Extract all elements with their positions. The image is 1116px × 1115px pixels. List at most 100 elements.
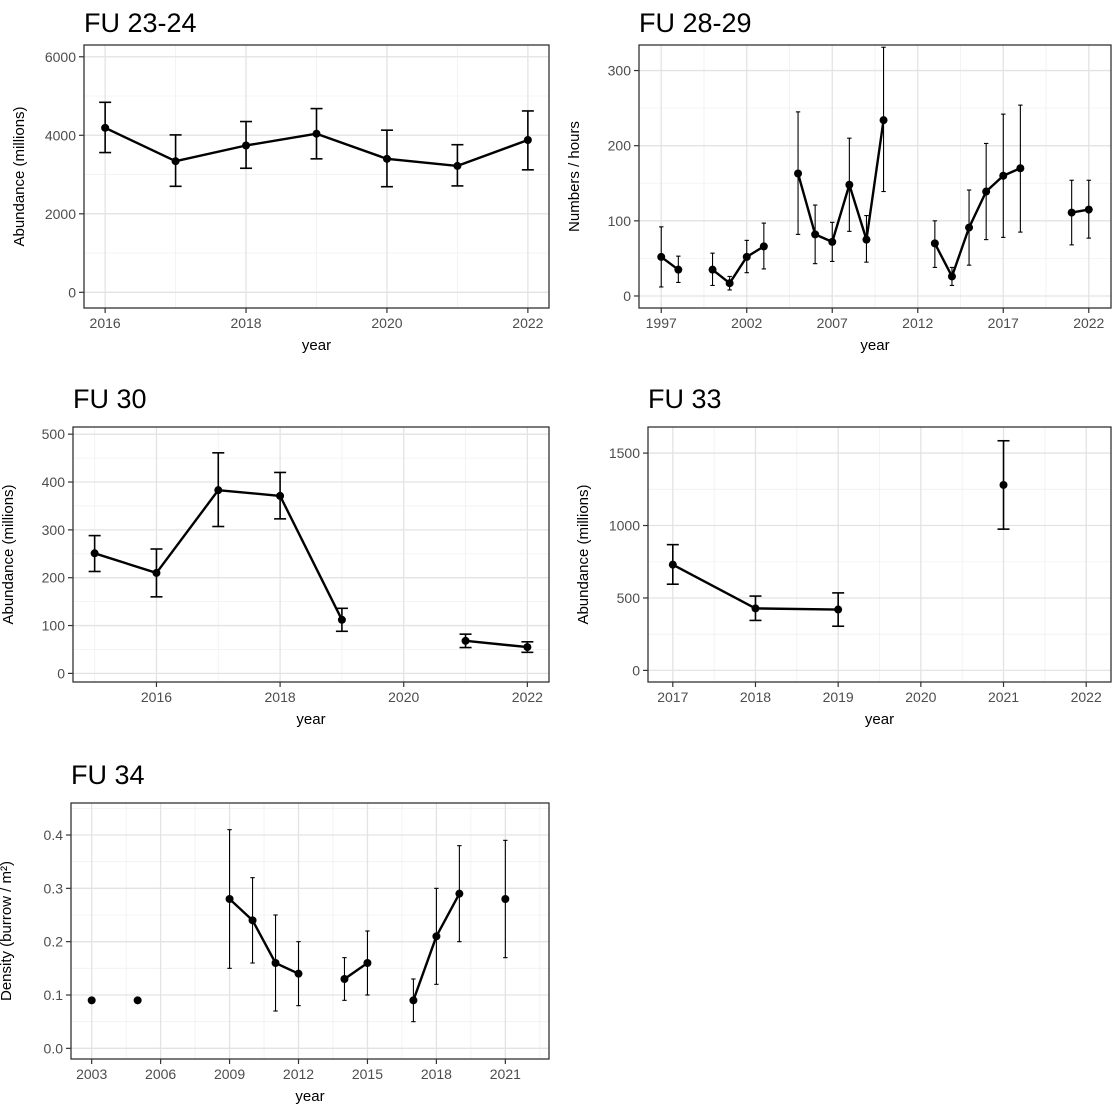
y-axis-label: Numbers / hours: [566, 121, 583, 232]
data-point: [242, 141, 251, 150]
y-tick-label: 500: [42, 426, 66, 442]
data-point: [794, 169, 803, 178]
panel-4: 2017 2018 2019 2020 2021 2022 0 500 1000 1500 year…: [575, 384, 1112, 728]
panel-title: FU 23-24: [84, 8, 197, 38]
data-point: [834, 605, 843, 614]
x-tick-label: 2018: [421, 1066, 452, 1082]
data-point: [461, 636, 470, 645]
series-segment-1: [657, 226, 683, 288]
data-point: [225, 895, 234, 903]
x-tick-label: 2022: [1071, 689, 1102, 705]
data-point: [811, 230, 820, 239]
y-tick-label: 200: [608, 138, 632, 154]
data-point: [1084, 205, 1093, 214]
x-axis-label: year: [865, 711, 894, 728]
x-tick-label: 2003: [76, 1066, 107, 1082]
data-point: [982, 187, 991, 196]
data-point: [432, 932, 441, 941]
y-tick-label: 0: [632, 662, 640, 678]
data-point: [294, 969, 303, 978]
series-segment-4: [340, 930, 372, 1001]
data-point: [152, 568, 161, 577]
y-tick-label: 200: [42, 570, 66, 586]
x-tick-label: 2017: [988, 315, 1019, 331]
series-line: [343, 962, 369, 980]
data-point: [751, 604, 760, 613]
panel-border: [647, 426, 1112, 683]
x-tick-label: 2012: [902, 315, 933, 331]
data-point: [382, 154, 391, 163]
series-line: [228, 898, 300, 975]
x-tick-label: 2018: [230, 315, 261, 331]
y-tick-label: 0.0: [44, 1040, 64, 1056]
panel-border: [638, 44, 1112, 309]
data-point: [523, 643, 532, 652]
x-tick-label: 2022: [1073, 315, 1104, 331]
series-segment-1: [88, 452, 348, 633]
gridlines: [73, 427, 549, 682]
panel-1: 2016 2018 2020 2022 0 2000 4000 6000 year Abundan…: [11, 8, 550, 354]
x-tick-label: 2009: [214, 1066, 245, 1082]
y-tick-label: 0.2: [44, 934, 64, 950]
data-point: [947, 272, 956, 281]
data-point: [171, 157, 180, 166]
x-tick-label: 2017: [657, 689, 688, 705]
x-tick-label: 2002: [731, 315, 762, 331]
data-point: [708, 265, 717, 274]
x-tick-label: 2015: [352, 1066, 383, 1082]
data-point: [363, 959, 372, 967]
data-point: [965, 223, 974, 232]
x-axis-label: year: [302, 337, 331, 354]
series-segment-4: [930, 104, 1025, 287]
y-tick-label: 0.4: [44, 827, 64, 843]
x-tick-label: 2018: [740, 689, 771, 705]
y-tick-label: 300: [42, 522, 66, 538]
series-line: [465, 639, 528, 649]
series-segment-2: [459, 633, 534, 654]
x-axis-label: year: [296, 711, 325, 728]
data-point: [133, 996, 142, 1005]
y-axis-label: Abundance (millions): [575, 484, 592, 624]
plot-area: [73, 427, 549, 682]
data-point: [1067, 208, 1076, 217]
x-tick-label: 2022: [512, 315, 543, 331]
x-tick-label: 2021: [988, 689, 1019, 705]
data-point: [523, 135, 532, 144]
data-point: [862, 235, 871, 244]
gridlines: [639, 45, 1111, 308]
y-axis-label: Abundance (millions): [0, 484, 17, 624]
data-point: [657, 252, 666, 261]
data-point: [409, 996, 418, 1005]
panel-title: FU 33: [648, 384, 722, 414]
data-point: [271, 959, 280, 967]
panel-border: [83, 44, 550, 309]
y-tick-label: 0: [68, 284, 76, 300]
data-point: [742, 252, 751, 261]
x-tick-label: 2019: [823, 689, 854, 705]
y-axis-label: Density (burrow / m²): [0, 861, 15, 1001]
series-segment-2: [997, 439, 1010, 530]
data-point: [725, 279, 734, 288]
series-line: [711, 245, 765, 285]
plot-area: [71, 803, 549, 1059]
series-segment-3: [794, 46, 888, 265]
y-tick-label: 100: [42, 618, 66, 634]
y-tick-label: 100: [608, 213, 632, 229]
series-line: [796, 119, 885, 244]
data-point: [248, 916, 257, 925]
x-tick-label: 2016: [141, 689, 172, 705]
x-tick-label: 2020: [371, 315, 402, 331]
x-tick-label: 2022: [512, 689, 543, 705]
y-tick-label: 300: [608, 63, 632, 79]
x-tick-label: 2020: [905, 689, 936, 705]
data-point: [340, 975, 349, 983]
data-point: [930, 239, 939, 248]
data-point: [501, 895, 510, 903]
data-point: [87, 996, 96, 1005]
y-tick-label: 1000: [609, 518, 640, 534]
panel-border: [72, 426, 550, 683]
data-point: [999, 171, 1008, 180]
data-point: [845, 180, 854, 189]
x-tick-label: 2007: [817, 315, 848, 331]
